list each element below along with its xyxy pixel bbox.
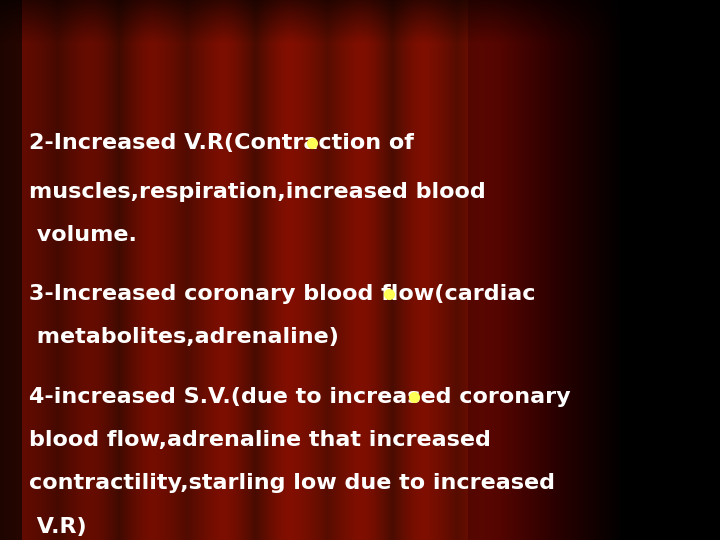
Text: volume.: volume. (29, 225, 137, 245)
Text: metabolites,adrenaline): metabolites,adrenaline) (29, 327, 338, 348)
Text: muscles,respiration,increased blood: muscles,respiration,increased blood (29, 181, 485, 202)
Text: 2-Increased V.R(Contraction of: 2-Increased V.R(Contraction of (29, 133, 414, 153)
Text: V.R): V.R) (29, 516, 86, 537)
Text: blood flow,adrenaline that increased: blood flow,adrenaline that increased (29, 430, 490, 450)
Text: 3-Increased coronary blood flow(cardiac: 3-Increased coronary blood flow(cardiac (29, 284, 535, 305)
Text: contractility,starling low due to increased: contractility,starling low due to increa… (29, 473, 555, 494)
Text: 4-increased S.V.(due to increased coronary: 4-increased S.V.(due to increased corona… (29, 387, 570, 407)
